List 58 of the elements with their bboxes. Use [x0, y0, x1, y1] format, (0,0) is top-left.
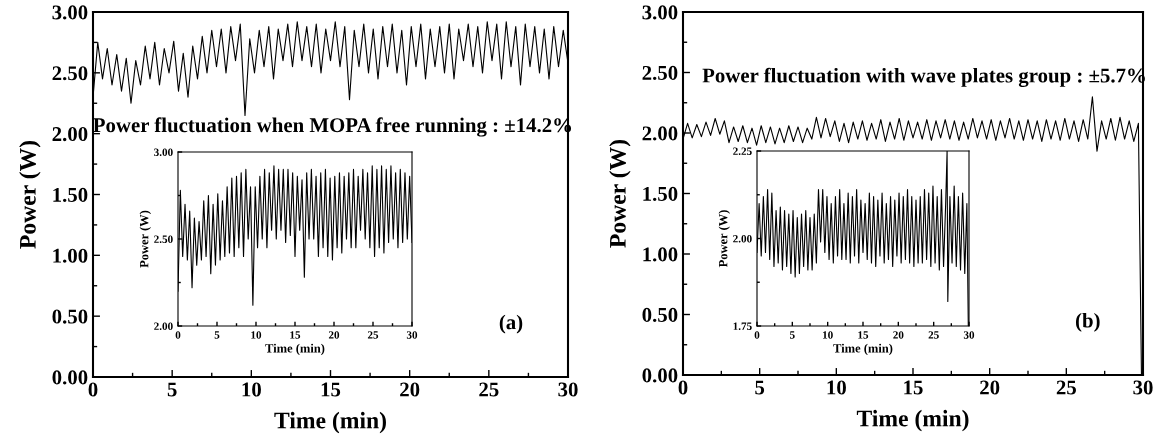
x-tick-label: 0	[754, 331, 760, 339]
x-tick-label: 0	[678, 380, 688, 395]
y-tick-label: 3.00	[154, 148, 173, 157]
x-tick-label: 25	[1056, 380, 1076, 395]
x-tick-label: 0	[175, 331, 181, 339]
annotation: (b)	[1075, 312, 1100, 332]
x-tick-label: 25	[367, 331, 379, 339]
x-tick-label: 0	[88, 382, 98, 397]
x-tick-label: 5	[755, 380, 765, 395]
y-tick-label: 2.00	[154, 322, 173, 331]
x-tick-label: 10	[242, 382, 261, 397]
x-tick-label: 5	[214, 331, 220, 339]
y-tick-label: 0.00	[642, 368, 678, 383]
x-axis-title: Time (min)	[856, 409, 969, 432]
y-tick-label: 0.50	[642, 307, 678, 323]
y-tick-label: 0.50	[52, 309, 88, 324]
y-tick-label: 3.00	[52, 5, 88, 20]
y-tick-label: 1.50	[643, 186, 678, 202]
x-tick-label: 20	[328, 331, 340, 339]
y-axis-title: Power (W)	[718, 210, 730, 268]
x-tick-label: 10	[827, 380, 846, 395]
x-tick-label: 30	[558, 382, 578, 397]
x-axis-title: Time (min)	[265, 343, 325, 356]
y-tick-label: 1.75	[733, 322, 752, 331]
y-tick-label: 2.00	[733, 234, 752, 243]
annotation: (a)	[499, 314, 523, 334]
y-tick-label: 2.50	[52, 66, 88, 81]
y-tick-label: 2.00	[52, 127, 88, 142]
x-tick-label: 30	[1133, 380, 1153, 395]
y-tick-label: 2.25	[733, 147, 752, 156]
y-tick-label: 2.50	[642, 65, 678, 81]
y-axis-title: Power (W)	[139, 210, 151, 268]
x-tick-label: 20	[400, 382, 420, 397]
x-tick-label: 30	[963, 331, 975, 339]
y-tick-label: 3.00	[642, 5, 678, 20]
x-tick-label: 5	[790, 331, 795, 339]
y-axis-title: Power (W)	[19, 141, 41, 249]
y-tick-label: 0.00	[52, 370, 88, 385]
y-tick-label: 2.50	[154, 235, 173, 244]
y-tick-label: 1.00	[53, 248, 88, 263]
x-tick-label: 15	[904, 380, 923, 395]
x-tick-label: 20	[893, 331, 904, 339]
x-axis-title: Time (min)	[833, 343, 893, 356]
y-tick-label: 1.50	[53, 187, 88, 203]
x-tick-label: 25	[928, 331, 939, 339]
y-tick-label: 1.00	[643, 247, 678, 262]
x-tick-label: 10	[251, 331, 262, 339]
x-tick-label: 25	[479, 382, 499, 397]
x-tick-label: 15	[290, 331, 301, 339]
y-axis-title: Power (W)	[609, 140, 631, 248]
x-tick-label: 20	[980, 380, 1000, 395]
x-tick-label: 15	[858, 331, 869, 339]
x-tick-label: 15	[321, 382, 341, 397]
x-tick-label: 30	[406, 331, 418, 339]
x-tick-label: 5	[167, 382, 177, 397]
x-tick-label: 10	[823, 331, 833, 339]
x-axis-title: Time (min)	[274, 411, 386, 434]
y-tick-label: 2.00	[642, 126, 678, 141]
